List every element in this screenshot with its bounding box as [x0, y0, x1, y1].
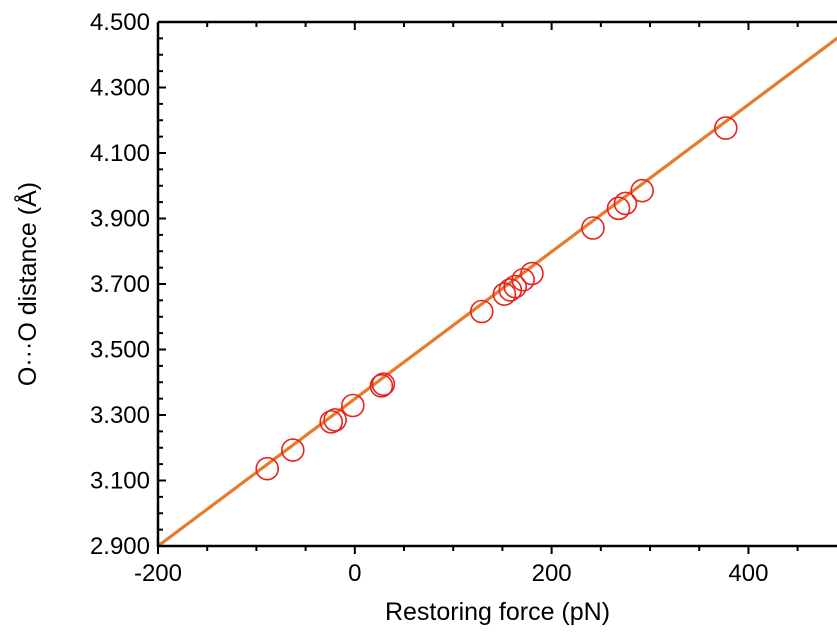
x-tick-label: 400	[728, 560, 768, 587]
x-axis-ticks: -200 0 200 400	[134, 22, 799, 587]
y-tick-label: 4.100	[90, 140, 150, 167]
data-point	[630, 178, 654, 203]
data-point	[281, 438, 305, 462]
y-tick-label: 2.900	[90, 533, 150, 560]
data-point	[714, 116, 738, 140]
y-tick-label: 3.900	[90, 206, 150, 233]
x-tick-label: -200	[134, 560, 182, 587]
data-point	[613, 191, 638, 216]
y-tick-label: 3.300	[90, 402, 150, 429]
data-point	[606, 196, 631, 221]
y-tick-label: 3.700	[90, 271, 150, 298]
x-axis-label: Restoring force (pN)	[385, 598, 610, 626]
data-point	[323, 408, 347, 432]
x-tick-label: 200	[532, 560, 572, 587]
y-axis-label: O···O distance (Å)	[12, 182, 42, 386]
x-tick-label: 0	[348, 560, 361, 587]
y-tick-label: 3.500	[90, 337, 150, 364]
y-axis-ticks: 2.900 3.100 3.300 3.500 3.700 3.900 4.100 4.300…	[90, 9, 166, 560]
data-point	[371, 372, 396, 397]
data-points	[255, 116, 738, 481]
data-point	[341, 393, 365, 418]
y-tick-label: 3.100	[90, 468, 150, 495]
data-point	[319, 410, 343, 434]
y-tick-label: 4.300	[90, 75, 150, 102]
y-tick-label: 4.500	[90, 9, 150, 36]
data-point	[469, 299, 494, 324]
data-point	[503, 274, 528, 299]
axes	[156, 20, 837, 548]
data-point	[520, 261, 544, 286]
data-point	[511, 267, 535, 292]
data-point	[369, 374, 394, 398]
fit-line	[156, 36, 837, 548]
data-point	[255, 456, 280, 481]
data-point	[581, 216, 605, 240]
fit-line-layer	[156, 36, 837, 548]
